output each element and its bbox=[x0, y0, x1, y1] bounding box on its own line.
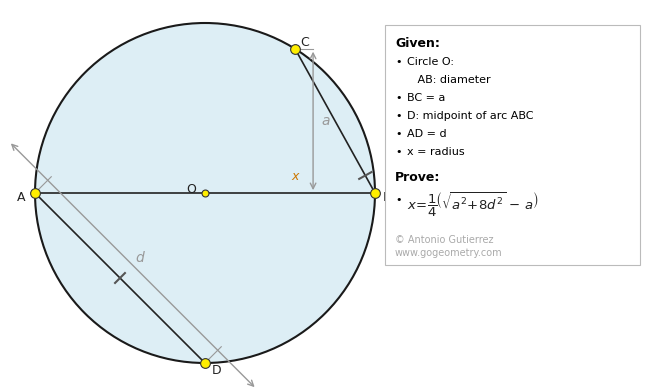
Text: •: • bbox=[395, 147, 402, 157]
Text: © Antonio Gutierrez
www.gogeometry.com: © Antonio Gutierrez www.gogeometry.com bbox=[395, 235, 502, 258]
Text: O: O bbox=[186, 182, 196, 196]
FancyBboxPatch shape bbox=[385, 25, 640, 265]
Text: •: • bbox=[395, 57, 402, 67]
Text: A: A bbox=[17, 191, 25, 203]
Text: x = radius: x = radius bbox=[407, 147, 465, 157]
Text: AD = d: AD = d bbox=[407, 129, 447, 139]
Text: BC = a: BC = a bbox=[407, 93, 445, 103]
Text: x: x bbox=[291, 170, 299, 183]
Text: Circle O:: Circle O: bbox=[407, 57, 454, 67]
Text: D: D bbox=[212, 364, 222, 377]
Text: Prove:: Prove: bbox=[395, 171, 441, 184]
Text: •: • bbox=[395, 111, 402, 121]
Text: B: B bbox=[383, 191, 391, 203]
Text: Given:: Given: bbox=[395, 37, 440, 50]
Text: C: C bbox=[300, 36, 310, 49]
Text: AB: diameter: AB: diameter bbox=[407, 75, 491, 85]
Text: •: • bbox=[395, 195, 402, 205]
Circle shape bbox=[35, 23, 375, 363]
Text: $x\!=\!\dfrac{1}{4}\!\left(\sqrt{a^2\!+\!8d^2}\,-\,a\right)$: $x\!=\!\dfrac{1}{4}\!\left(\sqrt{a^2\!+\… bbox=[407, 191, 539, 219]
Text: d: d bbox=[136, 251, 144, 265]
Text: •: • bbox=[395, 93, 402, 103]
Text: •: • bbox=[395, 129, 402, 139]
Text: a: a bbox=[321, 114, 330, 128]
Text: D: midpoint of arc ABC: D: midpoint of arc ABC bbox=[407, 111, 533, 121]
